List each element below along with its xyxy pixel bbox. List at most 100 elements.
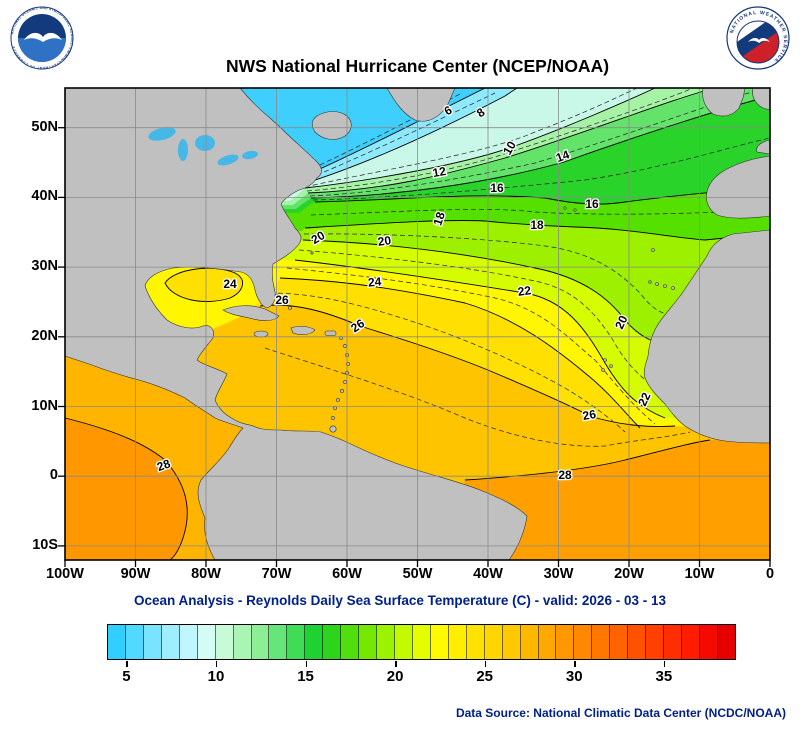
britain <box>752 87 771 111</box>
colorbar-segment <box>269 625 288 659</box>
contour-label: 28 <box>155 456 173 474</box>
eastern-atlantic-islands <box>310 206 675 372</box>
colorbar-tick <box>574 661 576 667</box>
lat-label: 10S <box>32 536 58 553</box>
colorbar-segment <box>305 625 324 659</box>
ireland <box>702 87 746 117</box>
great-lakes <box>148 127 258 166</box>
colorbar-segment <box>484 625 503 659</box>
lon-label: 20W <box>614 566 644 582</box>
contour-label: 26 <box>275 293 289 307</box>
noaa-gull-icon <box>24 32 62 42</box>
colorbar-segment <box>448 625 467 659</box>
contour-label: 16 <box>585 197 599 211</box>
colorbar-segment <box>610 625 629 659</box>
colorbar-segment <box>412 625 431 659</box>
colorbar-segment <box>538 625 557 659</box>
colorbar-segment <box>179 625 198 659</box>
contour-label: 14 <box>554 147 572 165</box>
bahamas <box>274 293 292 310</box>
contour-label: 18 <box>530 218 544 232</box>
page-title: NWS National Hurricane Center (NCEP/NOAA… <box>225 56 610 76</box>
colorbar-segment <box>628 625 647 659</box>
noaa-logo: NATIONAL OCEANIC AND ATMOSPHERIC ADMINIS… <box>10 6 73 70</box>
hispaniola <box>290 325 316 335</box>
lon-label: 10W <box>684 566 715 582</box>
brittany <box>756 139 771 155</box>
colorbar-tick-label: 10 <box>207 668 225 685</box>
lon-label: 100W <box>46 566 84 582</box>
lon-label: 30W <box>543 566 574 582</box>
colorbar-segment <box>143 625 162 659</box>
nws-logo: NATIONAL WEATHER SERVICE <box>726 6 790 70</box>
map-frame <box>64 87 771 561</box>
contour-label: 18 <box>430 210 448 227</box>
newfoundland <box>311 111 352 140</box>
axis-ticks <box>58 127 771 567</box>
colorbar-segment <box>377 625 395 659</box>
colorbar-segment <box>215 625 234 659</box>
colorbar-segment <box>502 625 521 659</box>
grid <box>65 88 770 560</box>
colorbar-tick-label: 35 <box>655 668 673 685</box>
jamaica <box>253 330 269 338</box>
colorbar-segment <box>125 625 144 659</box>
colorbar-tick <box>395 661 397 667</box>
colorbar-segment <box>341 625 360 659</box>
colorbar-segment <box>556 625 575 659</box>
colorbar-tick-label: 25 <box>476 668 494 685</box>
colorbar-segment <box>664 625 682 659</box>
colorbar-segment <box>233 625 252 659</box>
lat-label: 40N <box>31 188 58 205</box>
lon-label: 50W <box>402 566 433 582</box>
map-subtitle: Ocean Analysis - Reynolds Daily Sea Surf… <box>134 593 666 608</box>
colorbar-segment <box>717 625 735 659</box>
colorbar-tick <box>305 661 308 667</box>
colorbar <box>107 624 736 660</box>
colorbar-tick-label: 20 <box>386 668 404 685</box>
lon-label: 40W <box>473 566 503 582</box>
colorbar-tick <box>126 661 128 667</box>
colorbar-segment <box>197 625 216 659</box>
contour-label: 24 <box>367 274 382 289</box>
lat-label: 30N <box>31 258 58 275</box>
colorbar-segment <box>359 625 378 659</box>
colorbar-tick-label: 15 <box>297 668 314 685</box>
land <box>64 87 771 561</box>
colorbar-tick <box>663 661 666 667</box>
lat-label: 20N <box>31 327 58 344</box>
colorbar-segment <box>646 625 665 659</box>
lon-label: 90W <box>120 566 151 582</box>
colorbar-segment <box>287 625 306 659</box>
americas-landmass <box>64 87 528 561</box>
lon-label: 0 <box>765 566 775 582</box>
colorbar-segment <box>699 625 718 659</box>
contour-label: 16 <box>490 181 504 195</box>
colorbar-segment <box>323 625 342 659</box>
lon-label: 80W <box>191 566 221 582</box>
lat-label: 50N <box>31 118 58 135</box>
contour-lines-dashed <box>264 87 771 447</box>
colorbar-segment <box>108 625 126 659</box>
nws-gull-icon <box>748 37 770 43</box>
colorbar-segment <box>466 625 485 659</box>
colorbar-tick-label: 30 <box>565 668 583 685</box>
colorbar-segment <box>395 625 413 659</box>
lon-label: 60W <box>332 566 362 582</box>
colorbar-tick <box>484 661 487 667</box>
colorbar-segment <box>251 625 270 659</box>
contour-label: 22 <box>517 283 532 299</box>
data-source-note: Data Source: National Climatic Data Cent… <box>455 706 786 720</box>
contour-label: 26 <box>582 407 598 423</box>
iberia <box>706 155 771 219</box>
lon-label: 70W <box>261 566 292 582</box>
colorbar-segment <box>161 625 180 659</box>
contour-label: 28 <box>558 468 572 482</box>
cuba <box>222 305 280 321</box>
colorbar-segment <box>682 625 700 659</box>
colorbar-segment <box>430 625 449 659</box>
contour-label: 12 <box>432 164 448 180</box>
